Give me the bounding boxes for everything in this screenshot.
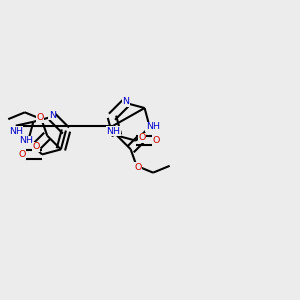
Text: O: O — [32, 142, 40, 152]
Text: NH: NH — [106, 127, 120, 136]
Text: O: O — [134, 163, 142, 172]
Text: NH: NH — [9, 127, 23, 136]
Text: NH: NH — [146, 122, 160, 131]
Text: O: O — [36, 113, 43, 122]
Text: N: N — [49, 111, 56, 120]
Text: N: N — [122, 97, 129, 106]
Text: O: O — [18, 150, 26, 159]
Text: O: O — [138, 134, 146, 142]
Text: O: O — [152, 136, 160, 145]
Text: NH: NH — [19, 136, 33, 145]
